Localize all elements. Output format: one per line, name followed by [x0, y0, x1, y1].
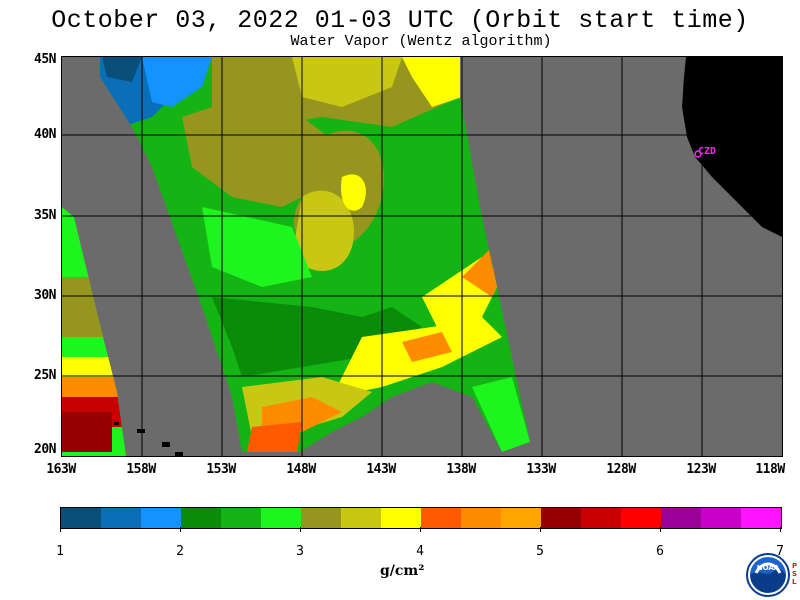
graticule	[62, 57, 782, 456]
station-label: CZD	[698, 146, 717, 157]
lat-label: 45N	[34, 52, 56, 67]
units-label: g/cm²	[380, 563, 425, 579]
colorbar-tick-label: 6	[656, 544, 664, 559]
colorbar-tick-label: 4	[416, 544, 424, 559]
lat-label: 30N	[34, 288, 56, 303]
lon-label: 143W	[366, 462, 396, 477]
lon-label: 158W	[126, 462, 156, 477]
land-mass	[682, 57, 782, 237]
colorbar-segment	[181, 508, 221, 528]
noaa-logo-icon: NOAA	[746, 553, 790, 597]
colorbar-tick-label: 1	[56, 544, 64, 559]
colorbar-segment	[261, 508, 301, 528]
colorbar-segment	[461, 508, 501, 528]
lon-label: 128W	[606, 462, 636, 477]
colorbar-segment	[141, 508, 181, 528]
colorbar-segment	[541, 508, 581, 528]
lat-label: 20N	[34, 442, 56, 457]
noaa-logo-text: NOAA	[757, 564, 780, 572]
lat-label: 35N	[34, 208, 56, 223]
colorbar-tick	[180, 527, 181, 532]
colorbar-tick-label: 5	[536, 544, 544, 559]
colorbar-segment	[661, 508, 701, 528]
lat-label: 25N	[34, 368, 56, 383]
colorbar-segment	[341, 508, 381, 528]
map-title: October 03, 2022 01-03 UTC (Orbit start …	[51, 6, 749, 35]
lon-label: 153W	[206, 462, 236, 477]
lon-label: 118W	[755, 462, 785, 477]
colorbar-segment	[221, 508, 261, 528]
lon-label: 163W	[46, 462, 76, 477]
colorbar-tick	[300, 527, 301, 532]
orbit-swath-main	[100, 57, 530, 452]
colorbar-tick	[540, 527, 541, 532]
colorbar-segment	[381, 508, 421, 528]
hawaii-islands	[114, 422, 183, 456]
lon-label: 148W	[286, 462, 316, 477]
lon-label: 133W	[526, 462, 556, 477]
colorbar-segment	[581, 508, 621, 528]
map-canvas	[62, 57, 782, 456]
colorbar-segment	[421, 508, 461, 528]
colorbar-segment	[701, 508, 741, 528]
colorbar-segment	[621, 508, 661, 528]
water-vapor-map	[61, 56, 783, 457]
colorbar-segment	[301, 508, 341, 528]
colorbar	[60, 507, 782, 529]
lon-label: 123W	[686, 462, 716, 477]
colorbar-tick	[60, 527, 61, 532]
colorbar-segment	[741, 508, 781, 528]
colorbar-segment	[101, 508, 141, 528]
colorbar-tick-label: 3	[296, 544, 304, 559]
map-subtitle: Water Vapor (Wentz algorithm)	[290, 33, 552, 50]
lon-label: 138W	[446, 462, 476, 477]
colorbar-tick	[420, 527, 421, 532]
colorbar-tick-label: 2	[176, 544, 184, 559]
lat-label: 40N	[34, 127, 56, 142]
colorbar-segment	[61, 508, 101, 528]
colorbar-segment	[501, 508, 541, 528]
colorbar-tick	[660, 527, 661, 532]
colorbar-tick	[780, 527, 781, 532]
station-marker	[694, 150, 702, 158]
colorbar-tick-label: 7	[776, 544, 784, 559]
